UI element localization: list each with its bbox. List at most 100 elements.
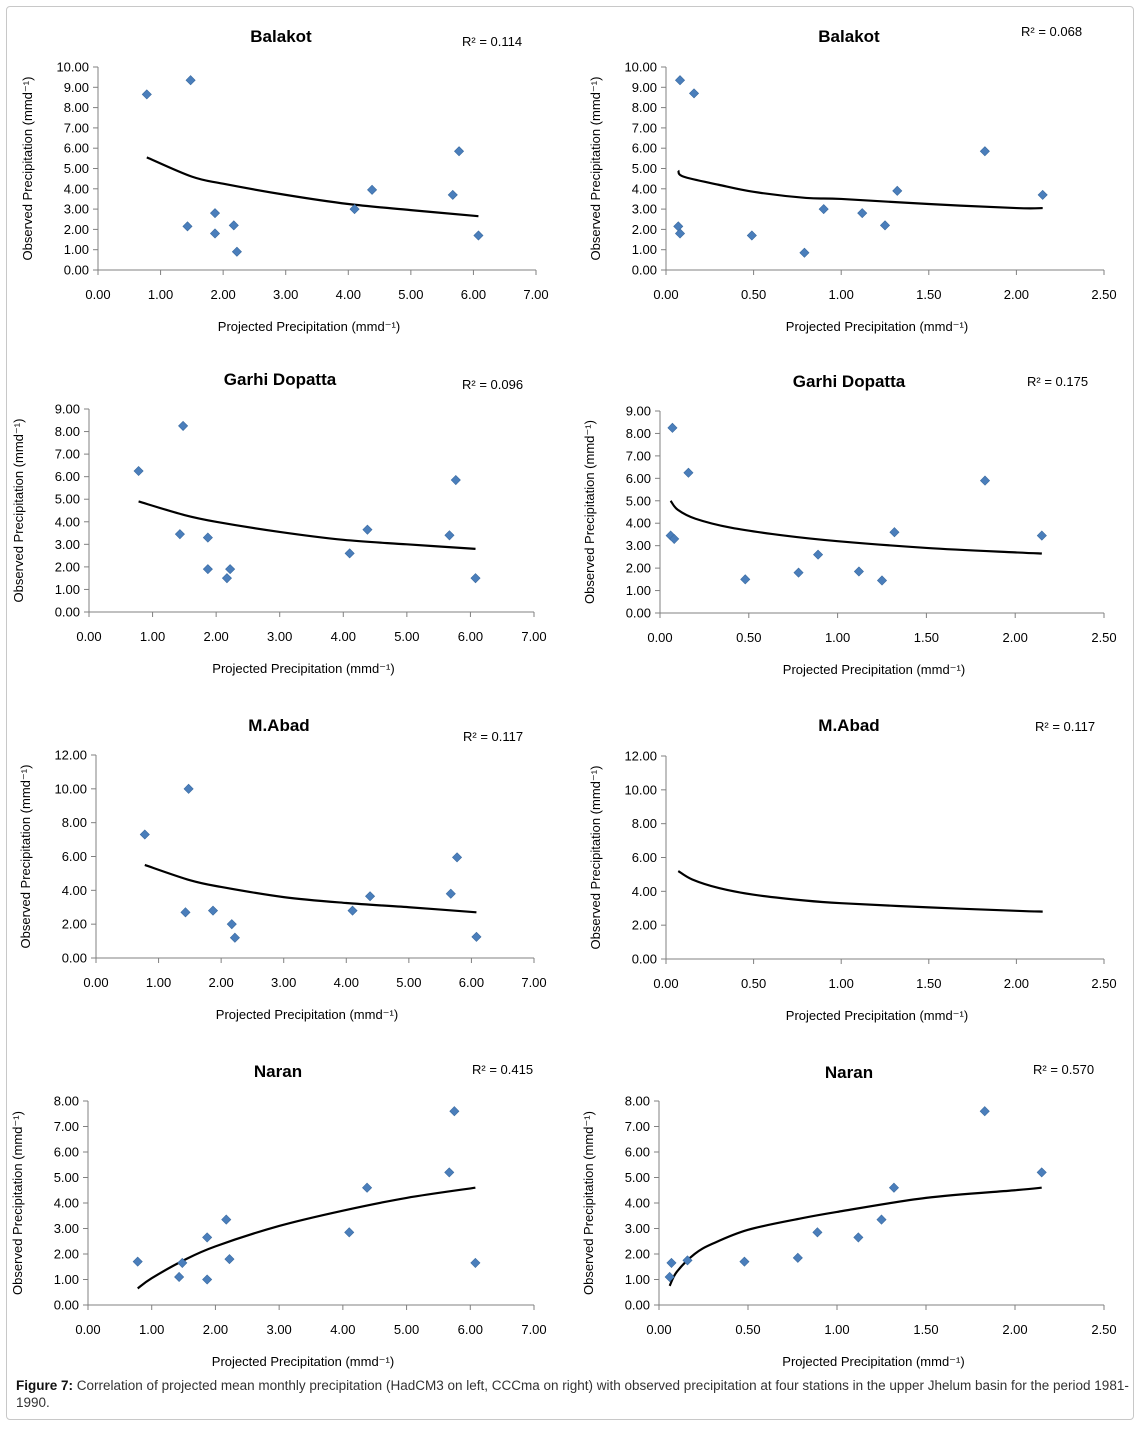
r-squared-label: R² = 0.117: [1035, 719, 1095, 734]
y-axis-label: Observed Precipitation (mmd⁻¹): [10, 1111, 25, 1295]
x-tick-label: 2.00: [210, 287, 235, 302]
y-tick-label: 0.00: [632, 952, 657, 967]
data-point: [853, 1232, 864, 1243]
y-tick-label: 2.00: [62, 917, 87, 932]
y-tick-label: 7.00: [64, 120, 89, 135]
x-axis-label: Projected Precipitation (mmd⁻¹): [783, 662, 965, 677]
y-tick-label: 3.00: [626, 538, 651, 553]
scatter-chart-4: Garhi Dopatta R² = 0.175 0.00 1.00 2.00 3.00 4…: [582, 372, 1117, 677]
x-tick-label: 0.00: [653, 287, 678, 302]
x-tick-label: 5.00: [398, 287, 423, 302]
y-tick-label: 9.00: [55, 402, 80, 417]
x-tick-label: 5.00: [396, 975, 421, 990]
data-point: [793, 567, 804, 578]
figure-charts: Balakot R² = 0.114 0.00 1.00 2.00 3.00 4.00 5.0…: [10, 24, 1117, 1369]
data-point: [182, 221, 193, 232]
data-point: [202, 532, 213, 543]
y-tick-label: 0.00: [54, 1298, 79, 1313]
data-point: [674, 75, 686, 86]
x-tick-label: 1.50: [914, 630, 939, 645]
x-tick-label: 0.00: [653, 976, 678, 991]
chart-title: M.Abad: [248, 716, 309, 735]
data-point: [473, 230, 484, 241]
x-tick-label: 0.50: [735, 1322, 760, 1337]
y-tick-label: 2.00: [626, 561, 651, 576]
trend-line: [138, 500, 476, 550]
y-tick-label: 7.00: [55, 447, 80, 462]
y-tick-label: 0.00: [625, 1298, 650, 1313]
x-tick-label: 1.00: [825, 630, 850, 645]
y-tick-label: 1.00: [626, 583, 651, 598]
data-point: [444, 530, 455, 541]
y-tick-label: 5.00: [54, 1170, 79, 1185]
chart-title: Balakot: [818, 27, 880, 46]
x-tick-label: 0.00: [75, 1322, 100, 1337]
x-tick-label: 2.00: [203, 629, 228, 644]
y-tick-label: 8.00: [54, 1094, 79, 1109]
data-point: [444, 1167, 455, 1178]
data-point: [209, 208, 221, 219]
x-tick-label: 2.00: [208, 975, 233, 990]
y-tick-label: 2.00: [55, 559, 80, 574]
y-tick-label: 10.00: [624, 782, 657, 797]
r-squared-label: R² = 0.175: [1027, 374, 1088, 389]
x-tick-label: 0.50: [736, 630, 761, 645]
trend-line: [137, 1186, 476, 1290]
scatter-chart-6: M.Abad R² = 0.117 0.00 2.00 4.00 6.00 8.00 10.0…: [588, 716, 1117, 1023]
data-point: [792, 1252, 803, 1263]
data-point: [669, 533, 680, 544]
data-point: [362, 1182, 373, 1193]
data-point: [471, 931, 482, 942]
x-tick-label: 1.50: [916, 287, 941, 302]
data-point: [857, 208, 868, 219]
data-point: [447, 189, 458, 200]
y-axis-label: Observed Precipitation (mmd⁻¹): [582, 420, 597, 604]
r-squared-label: R² = 0.117: [463, 729, 523, 744]
data-point: [133, 466, 144, 477]
scatter-chart-2: Balakot R² = 0.068 0.00 1.00 2.00 3.00 4.00 5.0…: [588, 24, 1117, 334]
data-point: [666, 1257, 677, 1268]
data-point: [853, 566, 864, 577]
r-squared-label: R² = 0.415: [472, 1062, 533, 1077]
x-tick-label: 6.00: [458, 629, 483, 644]
data-point: [888, 1182, 899, 1193]
x-tick-label: 0.00: [83, 975, 108, 990]
y-tick-label: 7.00: [54, 1119, 79, 1134]
y-tick-label: 5.00: [55, 492, 80, 507]
y-tick-label: 0.00: [632, 263, 657, 278]
x-axis-label: Projected Precipitation (mmd⁻¹): [786, 319, 968, 334]
x-tick-label: 2.50: [1091, 1322, 1116, 1337]
y-tick-label: 8.00: [55, 424, 80, 439]
data-point: [445, 888, 456, 899]
data-point: [177, 1257, 188, 1268]
x-tick-label: 6.00: [461, 287, 486, 302]
r-squared-label: R² = 0.068: [1021, 24, 1082, 39]
x-tick-label: 5.00: [394, 1322, 419, 1337]
y-tick-label: 6.00: [55, 469, 80, 484]
scatter-chart-1: Balakot R² = 0.114 0.00 1.00 2.00 3.00 4.00 5.0…: [20, 27, 549, 334]
data-point: [367, 184, 378, 195]
data-point: [362, 524, 373, 535]
y-tick-label: 12.00: [624, 749, 657, 764]
y-tick-label: 4.00: [632, 884, 657, 899]
chart-title: Garhi Dopatta: [793, 372, 906, 391]
y-tick-label: 8.00: [64, 100, 89, 115]
data-point: [349, 204, 360, 215]
x-tick-label: 0.00: [76, 629, 101, 644]
x-tick-label: 2.50: [1091, 287, 1116, 302]
y-tick-label: 9.00: [632, 80, 657, 95]
x-tick-label: 6.00: [458, 1322, 483, 1337]
x-tick-label: 2.00: [1004, 287, 1029, 302]
y-tick-label: 2.00: [54, 1247, 79, 1262]
data-point: [689, 88, 700, 99]
x-axis-label: Projected Precipitation (mmd⁻¹): [212, 1354, 394, 1369]
data-point: [470, 1257, 481, 1268]
y-tick-label: 5.00: [626, 493, 651, 508]
x-tick-label: 1.00: [139, 1322, 164, 1337]
data-point: [202, 1274, 213, 1285]
y-tick-label: 8.00: [626, 426, 651, 441]
y-tick-label: 6.00: [64, 141, 89, 156]
data-point: [141, 89, 152, 100]
x-tick-label: 7.00: [521, 975, 546, 990]
x-tick-label: 4.00: [336, 287, 361, 302]
